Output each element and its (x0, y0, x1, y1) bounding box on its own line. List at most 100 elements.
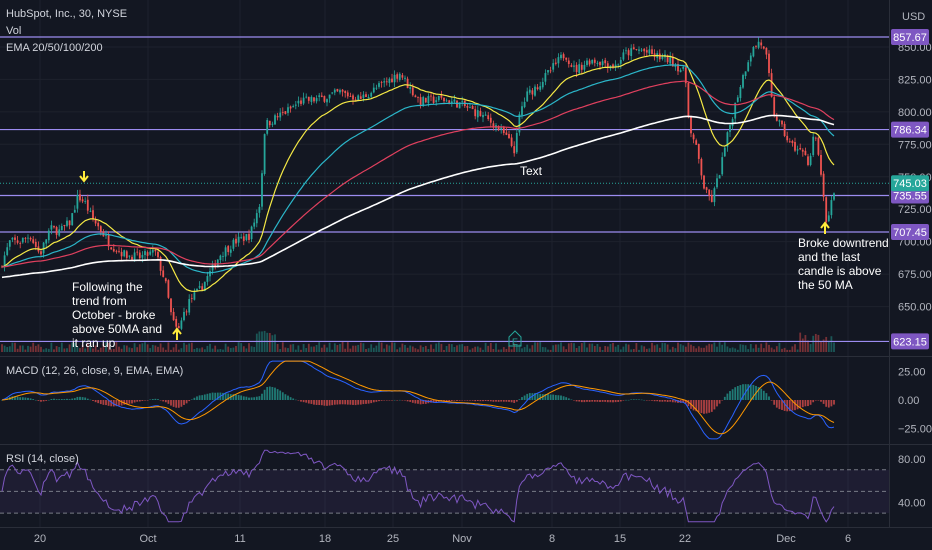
candle-body[interactable] (359, 96, 362, 99)
candle-body[interactable] (619, 59, 622, 64)
candle-body[interactable] (300, 100, 302, 104)
candle-body[interactable] (614, 64, 617, 67)
candle-body[interactable] (175, 318, 178, 327)
candle-body[interactable] (180, 320, 183, 329)
candle-body[interactable] (118, 250, 120, 252)
candle-body[interactable] (807, 156, 809, 166)
candle-body[interactable] (391, 78, 393, 83)
candle-body[interactable] (419, 97, 422, 105)
candle-body[interactable] (336, 88, 339, 92)
candle-body[interactable] (742, 75, 744, 88)
candle-body[interactable] (562, 54, 565, 59)
candle-body[interactable] (414, 95, 417, 98)
candle-body[interactable] (89, 210, 92, 212)
candle-body[interactable] (820, 154, 822, 175)
candle-body[interactable] (809, 155, 812, 165)
candle-body[interactable] (549, 70, 552, 72)
candle-body[interactable] (79, 194, 81, 201)
candle-body[interactable] (149, 251, 152, 255)
candle-body[interactable] (307, 96, 310, 101)
candle-body[interactable] (328, 94, 331, 99)
candle-body[interactable] (55, 227, 58, 235)
candle-body[interactable] (144, 251, 146, 256)
candle-body[interactable] (674, 65, 677, 68)
candle-body[interactable] (814, 137, 817, 139)
candlesticks[interactable] (1, 37, 835, 331)
candle-body[interactable] (726, 132, 729, 147)
candle-body[interactable] (521, 106, 523, 116)
candle-body[interactable] (27, 237, 29, 239)
candle-body[interactable] (583, 64, 586, 70)
candle-body[interactable] (354, 99, 357, 101)
candle-body[interactable] (133, 252, 136, 260)
volume-legend[interactable]: Vol (6, 25, 21, 37)
candle-body[interactable] (768, 53, 770, 74)
candle-body[interactable] (42, 242, 45, 254)
candle-body[interactable] (237, 236, 240, 243)
candle-body[interactable] (448, 100, 451, 105)
candle-body[interactable] (679, 70, 682, 73)
candle-body[interactable] (214, 263, 217, 268)
candle-body[interactable] (762, 46, 765, 49)
candle-body[interactable] (557, 57, 560, 64)
candle-body[interactable] (281, 111, 284, 113)
candle-body[interactable] (648, 49, 651, 54)
drawings[interactable]: Following the trend from October - broke… (72, 164, 892, 350)
candle-body[interactable] (708, 189, 711, 196)
candle-body[interactable] (643, 48, 646, 52)
rsi-legend[interactable]: RSI (14, close) (6, 453, 79, 465)
candle-body[interactable] (573, 65, 575, 67)
candle-body[interactable] (593, 59, 596, 63)
candle-body[interactable] (690, 115, 692, 134)
candle-body[interactable] (333, 89, 336, 93)
candle-body[interactable] (435, 100, 438, 103)
candle-body[interactable] (617, 64, 620, 66)
candle-body[interactable] (632, 47, 635, 50)
candle-body[interactable] (131, 256, 133, 261)
candle-body[interactable] (713, 188, 716, 203)
candle-body[interactable] (599, 62, 601, 66)
candle-body[interactable] (229, 249, 232, 253)
candle-body[interactable] (313, 97, 315, 102)
candle-body[interactable] (250, 226, 253, 240)
candle-body[interactable] (16, 240, 19, 243)
candle-body[interactable] (497, 126, 500, 130)
candle-body[interactable] (164, 278, 167, 282)
candle-body[interactable] (528, 89, 531, 93)
candle-body[interactable] (346, 92, 349, 97)
candle-body[interactable] (523, 101, 526, 108)
price-axis[interactable]: 650.00675.00700.00725.00750.00775.00800.… (898, 42, 932, 509)
candle-body[interactable] (344, 91, 347, 93)
candle-body[interactable] (703, 175, 705, 189)
candle-body[interactable] (138, 252, 141, 259)
candle-body[interactable] (794, 142, 796, 151)
candle-body[interactable] (684, 67, 687, 84)
candle-body[interactable] (198, 286, 201, 288)
candle-body[interactable] (432, 96, 435, 103)
time-axis[interactable]: 20 Oct 11 18 25 Nov 8 15 22 Dec 6 (34, 533, 851, 545)
candle-body[interactable] (302, 97, 305, 104)
candle-body[interactable] (552, 63, 555, 70)
candle-body[interactable] (456, 100, 458, 108)
candle-body[interactable] (162, 270, 165, 277)
candle-body[interactable] (817, 137, 820, 155)
candle-body[interactable] (822, 173, 825, 197)
candle-body[interactable] (99, 226, 102, 232)
candle-body[interactable] (24, 237, 27, 239)
candle-body[interactable] (224, 247, 227, 257)
candle-body[interactable] (604, 60, 607, 64)
candle-body[interactable] (203, 281, 206, 291)
candle-body[interactable] (128, 255, 131, 257)
candle-body[interactable] (19, 243, 22, 244)
candle-body[interactable] (469, 107, 471, 109)
candle-body[interactable] (697, 143, 700, 159)
candle-body[interactable] (443, 97, 445, 102)
candle-body[interactable] (219, 255, 222, 261)
candle-body[interactable] (427, 96, 430, 104)
candle-body[interactable] (653, 53, 656, 57)
candle-body[interactable] (398, 73, 401, 80)
candle-body[interactable] (206, 276, 209, 282)
candle-body[interactable] (112, 249, 115, 252)
candle-body[interactable] (760, 42, 763, 46)
candle-body[interactable] (76, 194, 79, 209)
